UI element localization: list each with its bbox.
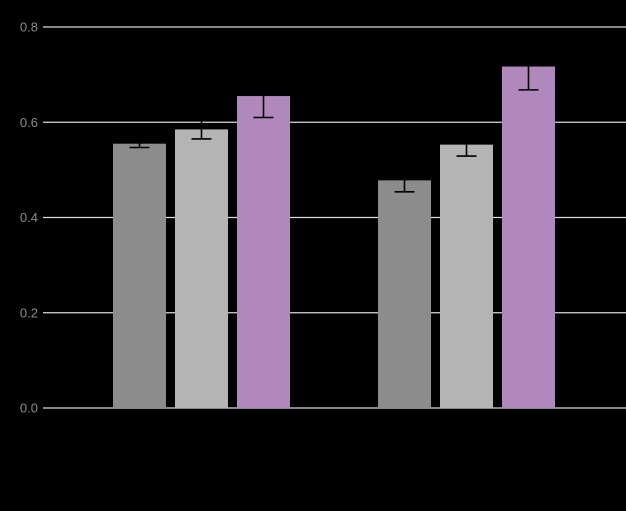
bar [175, 129, 228, 409]
bars [113, 66, 555, 409]
error-bars [129, 42, 539, 193]
y-tick-label: 0.6 [20, 115, 38, 130]
bar [440, 144, 493, 409]
bar [113, 143, 166, 408]
y-axis-ticks: 0.0 0.2 0.4 0.6 0.8 [20, 20, 38, 416]
bar [237, 96, 290, 409]
y-tick-label: 0.2 [20, 305, 38, 320]
y-tick-label: 0.8 [20, 20, 38, 35]
bar [378, 180, 431, 408]
y-tick-label: 0.0 [20, 401, 38, 416]
bar [502, 66, 555, 408]
y-tick-label: 0.4 [20, 210, 38, 225]
